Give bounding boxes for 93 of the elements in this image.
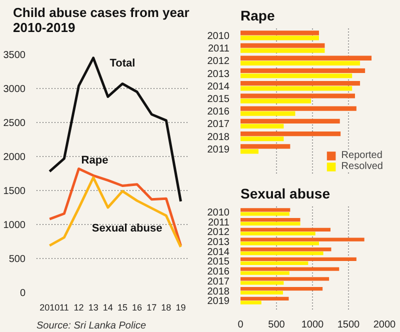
- y-tick-label: 2013: [207, 236, 230, 248]
- bar: [240, 212, 290, 216]
- legend-label: Reported: [341, 150, 382, 161]
- bar: [240, 124, 284, 129]
- y-tick-label: 2018: [207, 286, 230, 298]
- y-tick-label: 2016: [207, 266, 230, 278]
- bar: [240, 238, 364, 242]
- y-tick-label: 2012: [207, 227, 230, 238]
- bar: [240, 271, 290, 275]
- bar: [240, 222, 300, 226]
- bar: [240, 144, 290, 149]
- bar: [240, 131, 341, 136]
- bar: [240, 68, 366, 74]
- x-tick-label: 14: [102, 302, 113, 312]
- series-label: Total: [110, 58, 136, 70]
- y-tick-label: 3500: [3, 50, 26, 61]
- bar: [240, 248, 332, 252]
- bar: [240, 261, 308, 265]
- bar: [240, 277, 330, 281]
- bar: [240, 300, 262, 304]
- bar: [240, 98, 312, 104]
- bar: [240, 48, 325, 53]
- bar: [240, 111, 296, 116]
- y-tick-label: 2019: [207, 144, 230, 156]
- bar: [240, 290, 283, 295]
- y-tick-label: 0: [20, 288, 26, 299]
- x-tick-label: 1500: [337, 320, 360, 330]
- series-label: Rape: [81, 154, 108, 167]
- y-tick-label: 2010: [207, 30, 230, 42]
- y-tick-label: 2017: [207, 119, 230, 130]
- bar: [240, 73, 352, 78]
- x-tick-label: 15: [117, 302, 128, 312]
- x-tick-label: 17: [146, 302, 157, 312]
- x-tick-label: 1000: [301, 320, 324, 330]
- bar: [240, 228, 330, 232]
- source-note: Source: Sri Lanka Police: [36, 320, 146, 332]
- bar: [240, 242, 319, 246]
- y-tick-label: 2500: [3, 118, 26, 129]
- bar: [240, 149, 258, 154]
- x-tick-label: 11: [60, 302, 69, 312]
- y-tick-label: 2013: [207, 68, 230, 80]
- x-tick-label: 13: [88, 302, 98, 312]
- x-tick-label: 2000: [373, 320, 396, 330]
- bar: [240, 257, 356, 262]
- y-tick-label: 2019: [207, 296, 230, 308]
- y-tick-label: 2000: [3, 152, 26, 163]
- bar: [240, 296, 289, 300]
- bar: [240, 218, 300, 222]
- bar: [240, 286, 323, 291]
- y-tick-label: 2014: [207, 246, 230, 258]
- y-tick-label: 500: [8, 254, 26, 265]
- legend-label: Resolved: [341, 161, 383, 172]
- chart-title: Child abuse cases from year 2010-2019: [13, 5, 190, 35]
- y-tick-label: 2016: [207, 106, 230, 118]
- bar: [240, 267, 340, 271]
- bar: [240, 94, 355, 98]
- x-tick-label: 12: [74, 302, 84, 312]
- x-tick-label: 500: [268, 320, 286, 330]
- y-tick-label: 1500: [3, 186, 26, 197]
- y-tick-label: 2010: [207, 207, 230, 218]
- chart-title: Rape: [240, 8, 275, 24]
- y-tick-label: 2018: [207, 132, 230, 143]
- bar: [240, 81, 360, 86]
- bar: [240, 86, 352, 91]
- y-tick-label: 2017: [207, 276, 230, 288]
- y-tick-label: 2011: [208, 44, 230, 55]
- bar: [240, 208, 290, 212]
- y-tick-label: 1000: [3, 220, 26, 231]
- x-tick-label: 19: [176, 302, 186, 312]
- bar: [240, 252, 324, 256]
- bar: [240, 56, 372, 60]
- bar: [240, 136, 284, 142]
- bar: [240, 281, 284, 285]
- line-series: [48, 56, 182, 203]
- y-tick-label: 2011: [208, 217, 230, 228]
- y-tick-label: 2014: [207, 81, 230, 92]
- bar: [240, 106, 356, 111]
- y-tick-label: 3000: [3, 84, 26, 95]
- x-tick-label: 18: [161, 302, 172, 312]
- y-tick-label: 2012: [207, 56, 230, 68]
- bar: [240, 30, 319, 36]
- y-tick-label: 2015: [207, 256, 230, 268]
- x-tick-label: 2010: [40, 302, 60, 312]
- bar: [240, 118, 340, 124]
- chart-title: Sexual abuse: [240, 186, 330, 202]
- bar: [240, 232, 316, 236]
- series-label: Sexual abuse: [92, 222, 162, 235]
- x-tick-label: 16: [132, 302, 142, 312]
- bar: [240, 43, 325, 48]
- x-tick-label: 0: [238, 320, 244, 330]
- bar: [240, 60, 360, 66]
- y-tick-label: 2015: [207, 94, 230, 105]
- bar: [240, 36, 319, 40]
